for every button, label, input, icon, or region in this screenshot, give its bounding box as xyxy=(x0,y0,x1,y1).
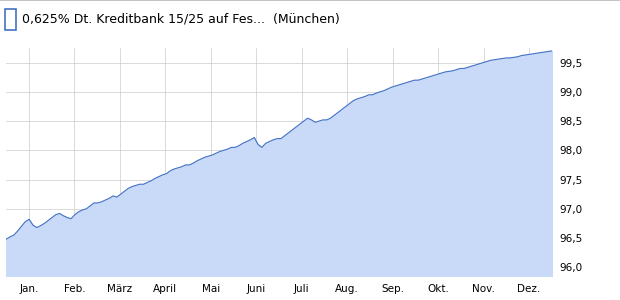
FancyBboxPatch shape xyxy=(5,9,16,30)
Text: 0,625% Dt. Kreditbank 15/25 auf Fes...  (München): 0,625% Dt. Kreditbank 15/25 auf Fes... (… xyxy=(22,12,340,25)
